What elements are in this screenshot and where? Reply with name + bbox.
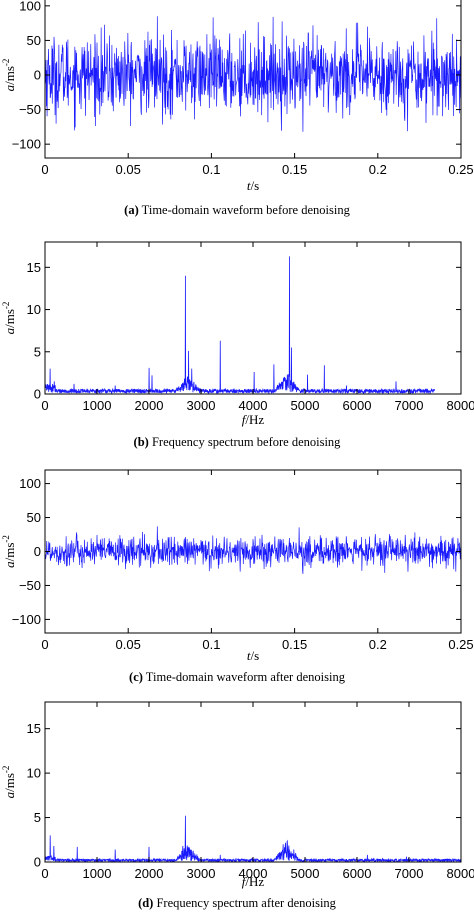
- caption-a-text: Time-domain waveform before denoising: [138, 203, 350, 217]
- series-line-b: [45, 256, 436, 394]
- y-tick-label-c: 0: [34, 544, 41, 559]
- x-tick-label-a: 0.15: [282, 162, 307, 177]
- x-tick-label-c: 0: [41, 637, 48, 652]
- x-tick-label-a: 0.2: [369, 162, 387, 177]
- x-tick-label-c: 0.2: [369, 637, 387, 652]
- x-tick-label-d: 4000: [239, 866, 268, 881]
- caption-b-letter: (b): [133, 435, 149, 449]
- y-tick-label-c: 50: [27, 510, 41, 525]
- caption-a-letter: (a): [124, 203, 139, 217]
- y-tick-label-d: 0: [34, 855, 41, 870]
- y-tick-label-a: −100: [12, 137, 41, 152]
- plot-frame-d: [44, 701, 462, 863]
- caption-c-text: Time-domain waveform after denoising: [142, 670, 345, 684]
- chart-d: 0 1000 2000 3000 4000 5000 6000 7000 8000 0 5 10 15 f…: [1, 701, 474, 889]
- panel-a: 0 0.05 0.1 0.15 0.2 0.25 −100 −50 0 50 100 t/s a/ms-…: [0, 0, 474, 232]
- y-tick-label-b: 0: [34, 387, 41, 402]
- x-tick-label-d: 3000: [187, 866, 216, 881]
- chart-b: 0 1000 2000 3000 4000 5000 6000 7000 8000 0 5 10 15 f…: [1, 241, 474, 427]
- caption-b-text: Frequency spectrum before denoising: [148, 435, 341, 449]
- y-tick-label-c: −100: [12, 612, 41, 627]
- panel-c: 0 0.05 0.1 0.15 0.2 0.25 −100 −50 0 50 100 t/s a/ms-…: [0, 460, 474, 692]
- chart-a: 0 0.05 0.1 0.15 0.2 0.25 −100 −50 0 50 100 t/s a/ms-…: [1, 0, 474, 193]
- x-tick-label-b: 7000: [395, 398, 424, 413]
- x-tick-label-c: 0.05: [116, 637, 141, 652]
- y-tick-label-a: 0: [34, 68, 41, 83]
- x-tick-label-b: 4000: [239, 398, 268, 413]
- x-tick-label-a: 0.1: [202, 162, 220, 177]
- y-tick-label-a: 100: [19, 0, 41, 13]
- x-tick-label-b: 2000: [135, 398, 164, 413]
- x-axis-label-c: t/s: [247, 648, 259, 663]
- y-axis-label-c: a/ms-2: [1, 535, 17, 568]
- x-tick-label-d: 6000: [343, 866, 372, 881]
- caption-b: (b) Frequency spectrum before denoising: [0, 435, 474, 450]
- y-tick-label-d: 10: [27, 766, 41, 781]
- y-axis-label-b: a/ms-2: [1, 302, 17, 335]
- x-tick-label-d: 7000: [395, 866, 424, 881]
- y-tick-label-b: 15: [27, 260, 41, 275]
- x-axis-label-a: t/s: [247, 178, 259, 193]
- x-tick-label-d: 8000: [447, 866, 474, 881]
- y-tick-label-b: 5: [34, 344, 41, 359]
- x-tick-label-b: 6000: [343, 398, 372, 413]
- y-tick-label-d: 5: [34, 810, 41, 825]
- x-tick-label-c: 0.15: [282, 637, 307, 652]
- y-axis-label-a: a/ms-2: [1, 59, 17, 92]
- plot-frame-b: [44, 241, 462, 395]
- x-tick-label-b: 1000: [83, 398, 112, 413]
- caption-d-letter: (d): [138, 896, 154, 910]
- x-tick-label-b: 0: [41, 398, 48, 413]
- x-tick-label-c: 0.25: [448, 637, 473, 652]
- chart-c: 0 0.05 0.1 0.15 0.2 0.25 −100 −50 0 50 100 t/s a/ms-…: [1, 469, 474, 663]
- panel-b: 0 1000 2000 3000 4000 5000 6000 7000 8000 0 5 10 15 f…: [0, 232, 474, 460]
- y-axis-label-d: a/ms-2: [1, 766, 17, 799]
- x-axis-label-b: f/Hz: [242, 412, 265, 427]
- x-tick-label-b: 5000: [291, 398, 320, 413]
- x-tick-label-d: 2000: [135, 866, 164, 881]
- x-tick-label-a: 0: [41, 162, 48, 177]
- caption-a: (a) Time-domain waveform before denoisin…: [0, 203, 474, 218]
- y-tick-label-b: 10: [27, 302, 41, 317]
- x-tick-label-b: 8000: [447, 398, 474, 413]
- x-tick-label-d: 5000: [291, 866, 320, 881]
- y-tick-label-c: 100: [19, 476, 41, 491]
- series-line-c: [45, 526, 461, 574]
- x-tick-label-b: 3000: [187, 398, 216, 413]
- x-tick-label-c: 0.1: [202, 637, 220, 652]
- series-line-d: [45, 815, 461, 862]
- series-line-a: [45, 16, 461, 132]
- caption-d-text: Frequency spectrum after denoising: [153, 896, 336, 910]
- x-tick-label-a: 0.25: [448, 162, 473, 177]
- y-tick-label-d: 15: [27, 721, 41, 736]
- x-tick-label-a: 0.05: [116, 162, 141, 177]
- x-axis-label-d: f/Hz: [242, 874, 265, 889]
- x-tick-label-d: 1000: [83, 866, 112, 881]
- caption-d: (d) Frequency spectrum after denoising: [0, 896, 474, 911]
- y-tick-label-a: −50: [19, 102, 41, 117]
- y-tick-label-c: −50: [19, 578, 41, 593]
- caption-c: (c) Time-domain waveform after denoising: [0, 670, 474, 685]
- panel-d: 0 1000 2000 3000 4000 5000 6000 7000 8000 0 5 10 15 f…: [0, 692, 474, 922]
- x-tick-label-d: 0: [41, 866, 48, 881]
- caption-c-letter: (c): [129, 670, 143, 684]
- y-tick-label-a: 50: [27, 33, 41, 48]
